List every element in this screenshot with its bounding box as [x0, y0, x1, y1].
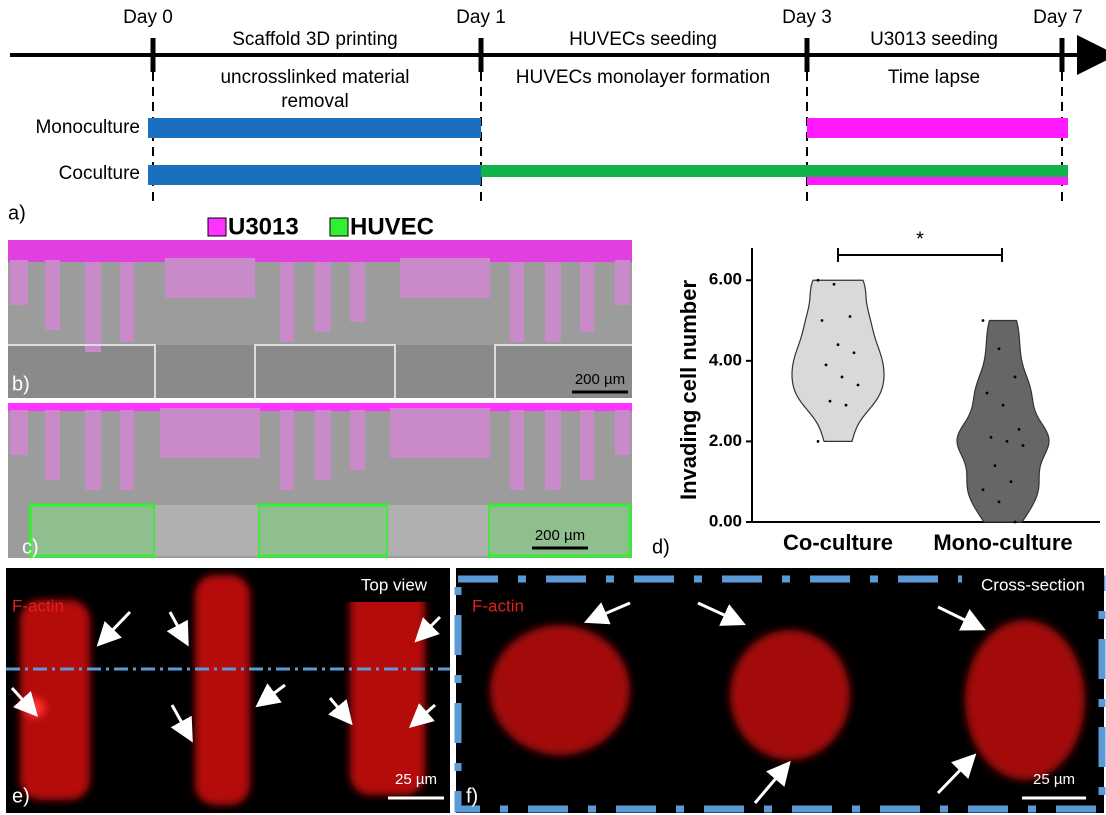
figure: Day 0 Day 1 Day 3 Day 7 Scaffold 3D prin…	[0, 0, 1106, 815]
phase-sublabel: Time lapse	[888, 67, 980, 88]
day-label: Day 7	[1033, 7, 1083, 28]
legend-label: U3013	[228, 213, 299, 240]
co-bar	[807, 177, 1068, 185]
stain-label: F-actin	[472, 596, 524, 615]
data-point	[817, 279, 820, 282]
panel-label: e)	[12, 785, 30, 807]
data-point	[1014, 521, 1017, 524]
y-tick-label: 4.00	[709, 350, 742, 369]
day-label: Day 1	[456, 7, 506, 28]
phase-label: HUVECs seeding	[569, 29, 717, 50]
y-tick-label: 6.00	[709, 270, 742, 289]
stain-label: F-actin	[12, 596, 64, 615]
micrograph-b: b) 200 µm	[8, 240, 632, 398]
phase-sublabel: uncrosslinked material removal	[195, 66, 435, 114]
mono-bar	[807, 118, 1068, 138]
data-point	[817, 440, 820, 443]
significance-label: *	[916, 228, 924, 250]
row-label: Monoculture	[35, 117, 140, 138]
violin	[792, 280, 884, 441]
data-point	[857, 384, 860, 387]
panel-label: f)	[466, 785, 478, 807]
data-point	[1018, 428, 1021, 431]
panel-label: c)	[22, 536, 39, 558]
mono-bar	[148, 118, 481, 138]
data-point	[853, 351, 856, 354]
phase-label: Scaffold 3D printing	[232, 29, 397, 50]
violin	[957, 321, 1049, 522]
micrograph-c: c) 200 µm	[8, 403, 632, 558]
data-point	[986, 392, 989, 395]
legend-label: HUVEC	[350, 213, 434, 240]
x-tick-label: Co-culture	[783, 530, 893, 555]
panel-label: d)	[652, 536, 670, 558]
data-point	[1022, 444, 1025, 447]
data-point	[829, 400, 832, 403]
y-tick-label: 2.00	[709, 431, 742, 450]
data-point	[1002, 404, 1005, 407]
panel-label: b)	[12, 373, 30, 395]
scale-bar-label: 200 µm	[575, 371, 625, 388]
data-point	[998, 347, 1001, 350]
data-point	[1006, 440, 1009, 443]
view-label: Cross-section	[981, 575, 1085, 594]
data-point	[821, 319, 824, 322]
co-bar	[148, 165, 481, 185]
data-point	[982, 319, 985, 322]
x-tick-label: Mono-culture	[933, 530, 1072, 555]
data-point	[841, 376, 844, 379]
figure-canvas: Day 0 Day 1 Day 3 Day 7 Scaffold 3D prin…	[0, 0, 1106, 815]
micrograph-f: F-actin Cross-section 25 µm f)	[456, 568, 1104, 813]
micrograph-e: F-actin Top view 25 µm e)	[6, 568, 450, 813]
legend-swatch	[208, 218, 226, 236]
phase-label: U3013 seeding	[870, 29, 998, 50]
row-label: Coculture	[59, 163, 140, 184]
scale-bar-label: 25 µm	[395, 771, 437, 788]
phase-sublabel: HUVECs monolayer formation	[516, 67, 770, 88]
data-point	[849, 315, 852, 318]
data-point	[825, 363, 828, 366]
y-tick-label: 0.00	[709, 511, 742, 530]
data-point	[998, 500, 1001, 503]
data-point	[845, 404, 848, 407]
day-labels: Day 0 Day 1 Day 3 Day 7	[123, 7, 1083, 28]
scale-bar-label: 200 µm	[535, 527, 585, 544]
data-point	[1010, 480, 1013, 483]
legend-swatch	[330, 218, 348, 236]
data-point	[837, 343, 840, 346]
violin-chart: d) Invading cell number * 0.00 2.00 4.00 6.…	[652, 228, 1100, 558]
co-bar	[481, 165, 1068, 177]
data-point	[833, 283, 836, 286]
data-point	[994, 464, 997, 467]
panel-label: a)	[8, 202, 26, 224]
view-label: Top view	[361, 575, 428, 594]
y-axis-label: Invading cell number	[676, 280, 701, 500]
data-point	[990, 436, 993, 439]
scale-bar-label: 25 µm	[1033, 771, 1075, 788]
data-point	[1014, 376, 1017, 379]
day-label: Day 3	[782, 7, 832, 28]
day-label: Day 0	[123, 7, 173, 28]
data-point	[982, 488, 985, 491]
